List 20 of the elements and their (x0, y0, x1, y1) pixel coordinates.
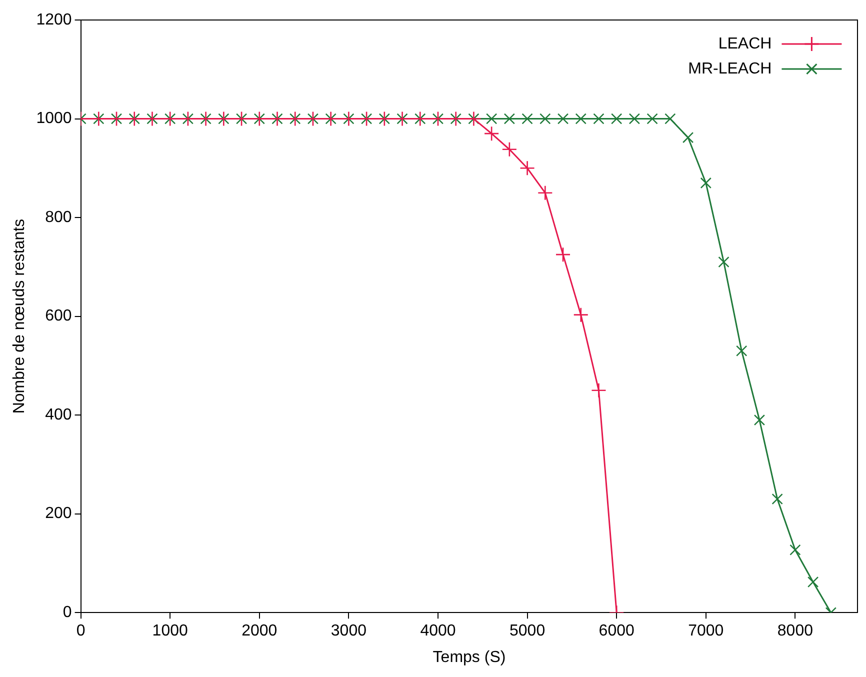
x-tick-label: 1000 (152, 622, 188, 640)
x-axis-title: Temps (S) (432, 648, 506, 666)
x-tick-label: 6000 (598, 622, 634, 640)
y-tick-label: 600 (45, 308, 72, 325)
x-tick-label: 5000 (509, 622, 546, 640)
y-tick-label: 1200 (36, 11, 72, 28)
x-tick-label: 4000 (420, 622, 456, 640)
legend-label: MR-LEACH (688, 60, 772, 78)
y-tick-label: 400 (45, 406, 72, 424)
x-tick-label: 8000 (777, 622, 814, 640)
y-tick-label: 1000 (36, 110, 72, 128)
y-tick-label: 200 (45, 505, 72, 522)
x-tick-label: 7000 (688, 622, 724, 640)
x-tick-label: 3000 (330, 622, 367, 640)
y-tick-label: 0 (62, 604, 72, 622)
x-tick-label: 2000 (242, 622, 278, 640)
legend-label: LEACH (718, 35, 772, 52)
x-tick-label: 0 (76, 622, 86, 640)
y-tick-label: 800 (45, 208, 72, 226)
y-axis-title: Nombre de nœuds restants (11, 218, 28, 414)
